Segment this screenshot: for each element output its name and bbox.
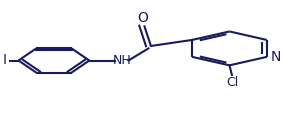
Text: O: O [137,11,148,25]
Text: NH: NH [112,54,131,67]
Text: N: N [271,50,281,64]
Text: I: I [3,53,6,68]
Text: Cl: Cl [226,76,238,89]
